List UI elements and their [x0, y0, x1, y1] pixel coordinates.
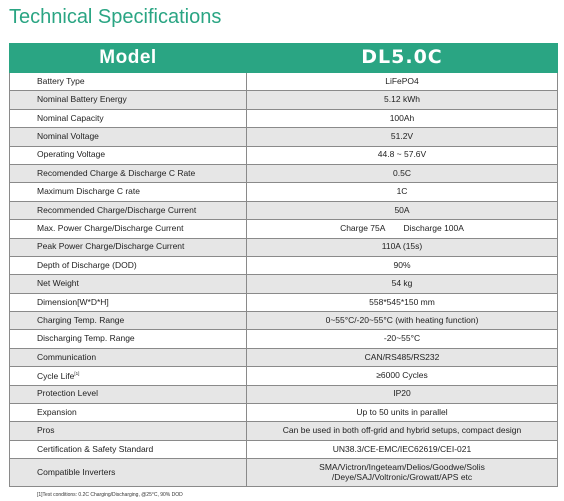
- spec-value: 5.12 kWh: [246, 90, 558, 110]
- table-row: Dimension[W*D*H] 558*545*150 mm: [9, 292, 558, 313]
- spec-label: Cycle Life[1]: [9, 366, 247, 386]
- spec-value: 44.8 ~ 57.6V: [246, 145, 558, 165]
- spec-value: UN38.3/CE-EMC/IEC62619/CEI-021: [246, 439, 558, 460]
- spec-label: Peak Power Charge/Discharge Current: [9, 237, 247, 257]
- spec-label: Net Weight: [9, 274, 247, 294]
- spec-value: 50A: [246, 200, 558, 221]
- table-row: Max. Power Charge/Discharge Current Char…: [9, 219, 558, 239]
- table-row: Recommended Charge/Discharge Current 50A: [9, 200, 558, 221]
- spec-value: SMA/Victron/Ingeteam/Delios/Goodwe/Solis…: [246, 458, 558, 488]
- spec-value: CAN/RS485/RS232: [246, 347, 558, 368]
- spec-value: 100Ah: [246, 108, 558, 129]
- spec-value: 54 kg: [246, 274, 558, 294]
- spec-value: Up to 50 units in parallel: [246, 403, 558, 423]
- spec-value: ≥6000 Cycles: [246, 366, 558, 386]
- spec-value: 0~55°C/-20~55°C (with heating function): [246, 311, 558, 331]
- spec-label: Certification & Safety Standard: [9, 439, 247, 460]
- spec-label: Discharging Temp. Range: [9, 329, 247, 349]
- spec-value: IP20: [246, 384, 558, 405]
- spec-value: LiFePO4: [246, 71, 558, 92]
- table-row: Communication CAN/RS485/RS232: [9, 347, 558, 368]
- spec-label: Nominal Capacity: [9, 108, 247, 129]
- spec-value: Charge 75A Discharge 100A: [246, 219, 558, 239]
- spec-label: Charging Temp. Range: [9, 311, 247, 331]
- table-row: Compatible Inverters SMA/Victron/Ingetea…: [9, 458, 558, 488]
- table-row: Net Weight 54 kg: [9, 274, 558, 294]
- discharge-current-value: Discharge 100A: [403, 222, 464, 233]
- spec-label: Maximum Discharge C rate: [9, 182, 247, 202]
- charge-current-value: Charge 75A: [340, 222, 386, 233]
- spec-value: Can be used in both off-grid and hybrid …: [246, 421, 558, 441]
- footnote: [1]Test conditions: 0.2C Charging/Discha…: [37, 492, 183, 498]
- inverters-line-1: SMA/Victron/Ingeteam/Delios/Goodwe/Solis: [319, 461, 485, 472]
- table-row: Discharging Temp. Range -20~55°C: [9, 329, 558, 349]
- spec-label: Pros: [9, 421, 247, 441]
- spec-value: 90%: [246, 255, 558, 276]
- table-row: Expansion Up to 50 units in parallel: [9, 403, 558, 423]
- spec-label: Dimension[W*D*H]: [9, 292, 247, 313]
- footnote-marker: [1]: [74, 370, 80, 376]
- table-row: Maximum Discharge C rate 1C: [9, 182, 558, 202]
- spec-label: Compatible Inverters: [9, 458, 247, 488]
- table-row: Recomended Charge & Discharge C Rate 0.5…: [9, 163, 558, 184]
- spec-label: Communication: [9, 347, 247, 368]
- spec-label: Recomended Charge & Discharge C Rate: [9, 163, 247, 184]
- spec-label: Protection Level: [9, 384, 247, 405]
- spec-label: Operating Voltage: [9, 145, 247, 165]
- table-header-row: Model DL5.0C: [9, 43, 558, 73]
- spec-value: 1C: [246, 182, 558, 202]
- table-row: Cycle Life[1] ≥6000 Cycles: [9, 366, 558, 386]
- spec-label: Nominal Battery Energy: [9, 90, 247, 110]
- spec-label: Battery Type: [9, 71, 247, 92]
- table-row: Nominal Voltage 51.2V: [9, 127, 558, 147]
- table-row: Depth of Discharge (DOD) 90%: [9, 255, 558, 276]
- spec-label: Expansion: [9, 403, 247, 423]
- spec-value: 558*545*150 mm: [246, 292, 558, 313]
- spec-value: 51.2V: [246, 127, 558, 147]
- model-header: Model: [9, 43, 247, 73]
- inverters-line-2: /Deye/SAJ/Voltronic/Growatt/APS etc: [331, 471, 473, 482]
- table-row: Protection Level IP20: [9, 384, 558, 405]
- table-row: Nominal Battery Energy 5.12 kWh: [9, 90, 558, 110]
- table-row: Peak Power Charge/Discharge Current 110A…: [9, 237, 558, 257]
- spec-label: Nominal Voltage: [9, 127, 247, 147]
- spec-label: Max. Power Charge/Discharge Current: [9, 219, 247, 239]
- page-title: Technical Specifications: [9, 6, 222, 28]
- table-row: Operating Voltage 44.8 ~ 57.6V: [9, 145, 558, 165]
- table-row: Charging Temp. Range 0~55°C/-20~55°C (wi…: [9, 311, 558, 331]
- cycle-life-label: Cycle Life: [37, 370, 75, 381]
- specifications-table: Model DL5.0C Battery Type LiFePO4 Nomina…: [9, 43, 558, 488]
- table-row: Pros Can be used in both off-grid and hy…: [9, 421, 558, 441]
- model-value-header: DL5.0C: [246, 43, 558, 73]
- table-row: Certification & Safety Standard UN38.3/C…: [9, 439, 558, 460]
- spec-label: Recommended Charge/Discharge Current: [9, 200, 247, 221]
- table-row: Battery Type LiFePO4: [9, 71, 558, 92]
- table-row: Nominal Capacity 100Ah: [9, 108, 558, 129]
- spec-value: -20~55°C: [246, 329, 558, 349]
- spec-value: 110A (15s): [246, 237, 558, 257]
- spec-label: Depth of Discharge (DOD): [9, 255, 247, 276]
- spec-value: 0.5C: [246, 163, 558, 184]
